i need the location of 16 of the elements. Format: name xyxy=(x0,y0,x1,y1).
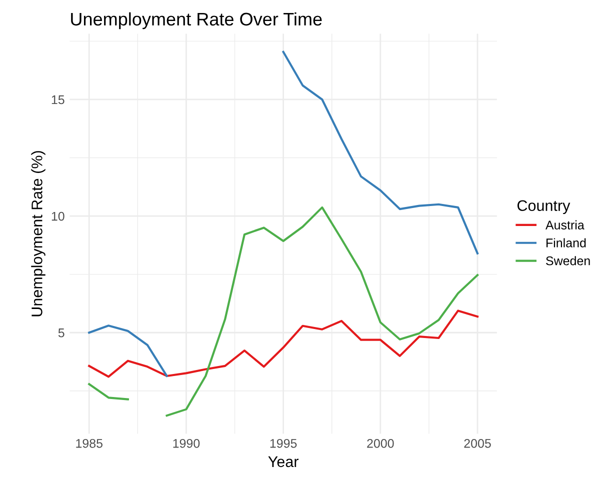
x-tick-label: 2000 xyxy=(367,438,394,448)
x-tick-label: 1995 xyxy=(270,438,297,448)
y-tick-label: 15 xyxy=(52,95,64,104)
chart-title: Unemployment Rate Over Time xyxy=(71,12,322,30)
legend-label: Sweden xyxy=(546,256,590,266)
x-tick-label: 1990 xyxy=(173,438,200,448)
x-tick-label: 2005 xyxy=(464,438,491,448)
y-tick-label: 10 xyxy=(52,212,64,221)
legend-label: Finland xyxy=(546,238,586,248)
x-axis-title: Year xyxy=(268,456,298,468)
y-tick-label: 5 xyxy=(58,328,64,338)
line-series xyxy=(88,310,479,378)
x-tick-label: 1985 xyxy=(76,438,102,448)
legend-label: Austria xyxy=(545,220,584,230)
y-axis-title: Unemployment Rate (%) xyxy=(31,151,46,316)
legend-title: Country xyxy=(517,200,570,214)
